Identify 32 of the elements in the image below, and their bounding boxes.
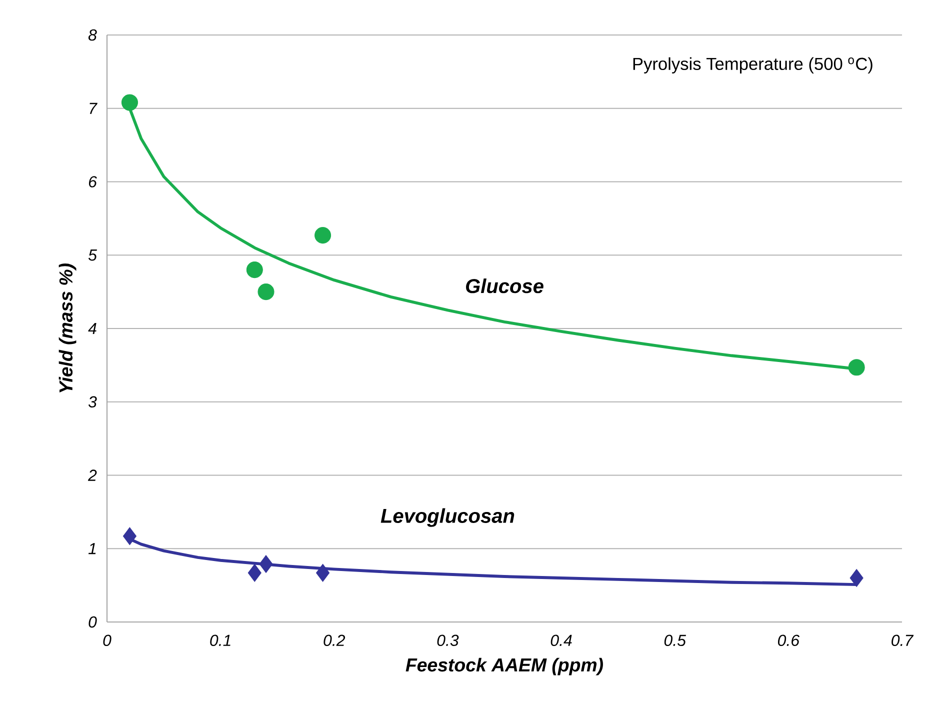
x-tick-label: 0 xyxy=(103,634,112,646)
x-tick-label: 0.4 xyxy=(550,634,572,646)
y-tick-label: 6 xyxy=(88,176,97,188)
point xyxy=(850,569,864,587)
x-tick-label: 0.1 xyxy=(210,634,230,646)
text: Levoglucosan xyxy=(380,508,514,527)
point xyxy=(121,94,138,111)
point xyxy=(248,564,262,582)
point xyxy=(314,227,332,244)
y-tick-label: 8 xyxy=(88,29,97,41)
y-tick-label: 1 xyxy=(88,543,96,554)
x-tick-label: 0.7 xyxy=(892,634,914,646)
y-tick-label: 2 xyxy=(88,470,97,481)
point xyxy=(848,359,865,376)
x-axis-title: Feestock AAEM (ppm) xyxy=(406,658,603,676)
x-tick-label: 0.6 xyxy=(778,634,800,646)
x-tick-label: 0.3 xyxy=(437,634,459,646)
y-axis-title: Yield (mass %) xyxy=(58,264,76,392)
point xyxy=(246,262,263,278)
y-tick-label: 4 xyxy=(88,323,96,334)
y-tick-label: 3 xyxy=(88,396,97,408)
x-tick-label: 0.2 xyxy=(324,634,346,646)
x-tick-label: 0.5 xyxy=(664,634,686,646)
y-tick-label: 7 xyxy=(90,102,98,114)
annotation: Pyrolysis Temperature (500 $^{o}$C) xyxy=(633,57,872,74)
point xyxy=(258,284,274,300)
y-tick-label: 0 xyxy=(88,616,97,628)
point xyxy=(259,555,273,573)
point xyxy=(316,564,330,582)
series-label: Glucose xyxy=(466,278,544,294)
point xyxy=(122,527,136,546)
y-tick-label: 5 xyxy=(88,250,97,261)
